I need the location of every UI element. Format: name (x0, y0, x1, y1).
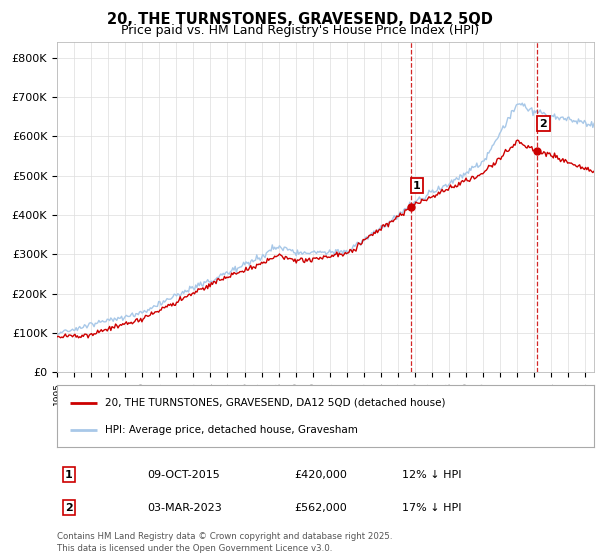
Text: 09-OCT-2015: 09-OCT-2015 (147, 470, 220, 480)
Text: 17% ↓ HPI: 17% ↓ HPI (402, 503, 461, 513)
Text: £562,000: £562,000 (294, 503, 347, 513)
Text: 2: 2 (65, 503, 73, 513)
Text: 1: 1 (413, 180, 421, 190)
Text: 20, THE TURNSTONES, GRAVESEND, DA12 5QD: 20, THE TURNSTONES, GRAVESEND, DA12 5QD (107, 12, 493, 27)
Text: 2: 2 (539, 119, 547, 129)
Text: 03-MAR-2023: 03-MAR-2023 (147, 503, 222, 513)
Text: 20, THE TURNSTONES, GRAVESEND, DA12 5QD (detached house): 20, THE TURNSTONES, GRAVESEND, DA12 5QD … (106, 398, 446, 408)
Text: 1: 1 (65, 470, 73, 480)
Text: Contains HM Land Registry data © Crown copyright and database right 2025.
This d: Contains HM Land Registry data © Crown c… (57, 533, 392, 553)
Text: Price paid vs. HM Land Registry's House Price Index (HPI): Price paid vs. HM Land Registry's House … (121, 24, 479, 36)
Text: HPI: Average price, detached house, Gravesham: HPI: Average price, detached house, Grav… (106, 424, 358, 435)
Text: £420,000: £420,000 (294, 470, 347, 480)
Text: 12% ↓ HPI: 12% ↓ HPI (402, 470, 461, 480)
